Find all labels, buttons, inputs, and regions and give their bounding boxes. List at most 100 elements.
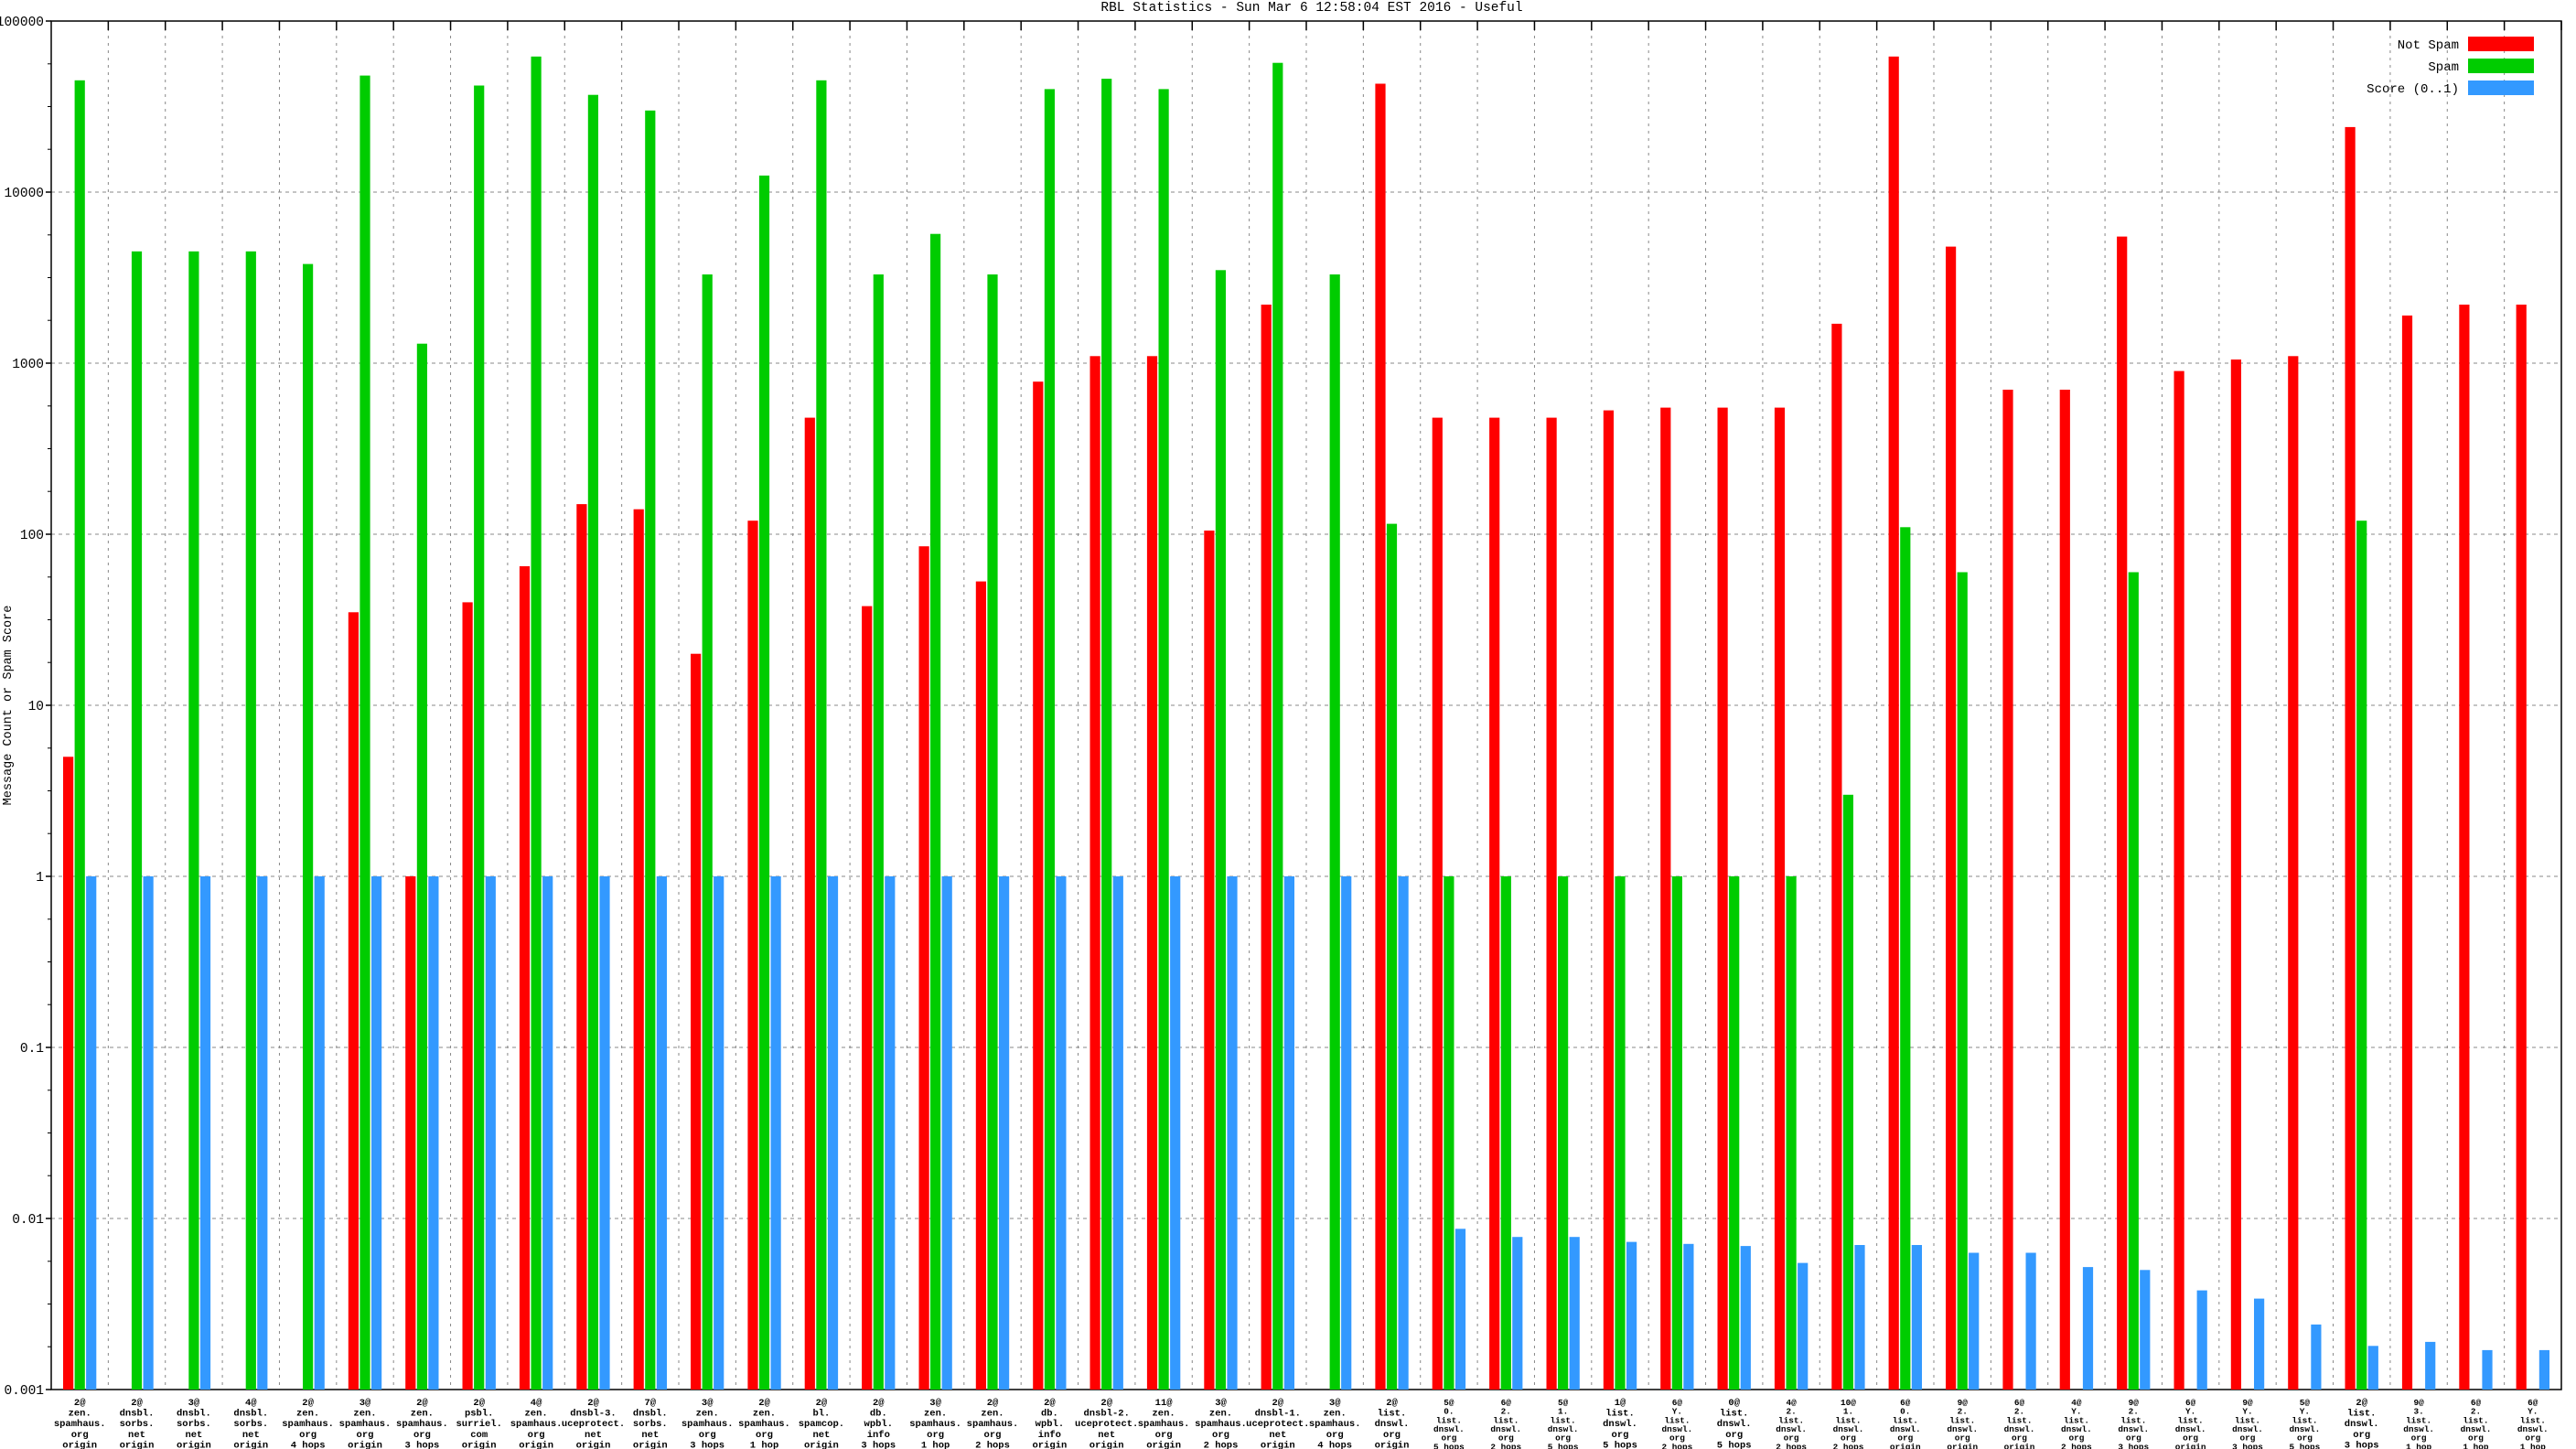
svg-text:origin: origin: [1947, 1442, 1978, 1449]
svg-text:2@: 2@: [873, 1398, 885, 1409]
svg-text:7@: 7@: [644, 1398, 656, 1409]
svg-text:dnsbl-2.: dnsbl-2.: [1083, 1409, 1129, 1420]
svg-text:origin: origin: [1032, 1440, 1067, 1449]
svg-text:11@: 11@: [1155, 1398, 1174, 1409]
svg-text:0@: 0@: [1728, 1398, 1740, 1409]
svg-text:2@: 2@: [987, 1398, 999, 1409]
svg-text:2@: 2@: [1272, 1398, 1283, 1409]
svg-text:org: org: [413, 1430, 431, 1441]
svg-text:org: org: [1155, 1430, 1173, 1441]
svg-text:3@: 3@: [1215, 1398, 1227, 1409]
svg-text:wpbl.: wpbl.: [864, 1419, 894, 1430]
svg-text:2@: 2@: [1044, 1398, 1056, 1409]
svg-text:spamhaus.: spamhaus.: [54, 1419, 106, 1430]
svg-text:5 hops: 5 hops: [1603, 1440, 1637, 1449]
svg-text:origin: origin: [1890, 1442, 1921, 1449]
svg-text:origin: origin: [2004, 1442, 2035, 1449]
svg-text:RBL Statistics - Sun Mar 6 12: RBL Statistics - Sun Mar 6 12:58:04 EST …: [1100, 1, 1522, 16]
svg-text:3@: 3@: [702, 1398, 714, 1409]
svg-text:origin: origin: [1261, 1440, 1295, 1449]
svg-text:zen.: zen.: [1152, 1409, 1175, 1420]
svg-text:1 hop: 1 hop: [921, 1440, 950, 1449]
svg-text:dnsbl.: dnsbl.: [177, 1409, 211, 1420]
svg-text:info: info: [1038, 1430, 1061, 1441]
svg-text:origin: origin: [519, 1440, 553, 1449]
svg-text:3@: 3@: [1329, 1398, 1341, 1409]
svg-text:zen.: zen.: [981, 1409, 1004, 1420]
svg-text:2@: 2@: [2356, 1398, 2367, 1409]
svg-text:db.: db.: [1041, 1409, 1058, 1420]
svg-text:spamhaus.: spamhaus.: [510, 1419, 563, 1430]
svg-text:origin: origin: [1375, 1440, 1410, 1449]
svg-text:2 hops: 2 hops: [1662, 1442, 1693, 1449]
svg-text:origin: origin: [804, 1440, 839, 1449]
svg-text:spamhaus.: spamhaus.: [1138, 1419, 1190, 1430]
svg-text:org: org: [984, 1430, 1002, 1441]
svg-text:org: org: [1326, 1430, 1344, 1441]
svg-text:2@: 2@: [1386, 1398, 1398, 1409]
svg-text:dnswl.: dnswl.: [1717, 1419, 1752, 1430]
svg-text:net: net: [1269, 1430, 1286, 1441]
svg-text:Score (0..1): Score (0..1): [2367, 82, 2459, 97]
svg-text:1 hop: 1 hop: [750, 1440, 779, 1449]
svg-text:sorbs.: sorbs.: [633, 1419, 668, 1430]
svg-text:zen.: zen.: [696, 1409, 719, 1420]
svg-text:zen.: zen.: [69, 1409, 91, 1420]
svg-text:5 hops: 5 hops: [1548, 1442, 1579, 1449]
svg-text:3@: 3@: [360, 1398, 371, 1409]
svg-text:4@: 4@: [531, 1398, 542, 1409]
svg-text:dnsbl.: dnsbl.: [233, 1409, 268, 1420]
svg-text:2@: 2@: [131, 1398, 143, 1409]
svg-text:net: net: [641, 1430, 659, 1441]
svg-text:Message Count or Spam Score: Message Count or Spam Score: [2, 606, 16, 806]
svg-text:uceprotect.: uceprotect.: [1246, 1419, 1309, 1430]
svg-text:origin: origin: [348, 1440, 382, 1449]
svg-text:list.: list.: [2347, 1409, 2377, 1420]
svg-text:bl.: bl.: [812, 1409, 830, 1420]
svg-text:sorbs.: sorbs.: [233, 1419, 268, 1430]
svg-text:origin: origin: [1146, 1440, 1181, 1449]
svg-text:2@: 2@: [816, 1398, 828, 1409]
svg-text:org: org: [1725, 1430, 1743, 1441]
svg-text:org: org: [528, 1430, 545, 1441]
svg-text:sorbs.: sorbs.: [177, 1419, 211, 1430]
svg-text:2 hops: 2 hops: [975, 1440, 1010, 1449]
svg-text:origin: origin: [120, 1440, 155, 1449]
svg-text:2 hops: 2 hops: [1490, 1442, 1521, 1449]
svg-text:2@: 2@: [587, 1398, 599, 1409]
svg-text:2@: 2@: [473, 1398, 485, 1409]
svg-text:100: 100: [20, 529, 44, 543]
svg-text:Spam: Spam: [2428, 60, 2459, 75]
svg-text:2@: 2@: [302, 1398, 314, 1409]
svg-text:spamhaus.: spamhaus.: [682, 1419, 734, 1430]
svg-text:1 hop: 1 hop: [2520, 1442, 2547, 1449]
svg-text:1 hop: 1 hop: [2406, 1442, 2432, 1449]
svg-text:1: 1: [36, 871, 44, 886]
svg-text:sorbs.: sorbs.: [120, 1419, 155, 1430]
svg-text:spamhaus.: spamhaus.: [967, 1419, 1019, 1430]
svg-text:2@: 2@: [74, 1398, 86, 1409]
svg-text:origin: origin: [1089, 1440, 1124, 1449]
svg-text:net: net: [585, 1430, 602, 1441]
svg-text:zen.: zen.: [1324, 1409, 1347, 1420]
svg-text:2@: 2@: [416, 1398, 428, 1409]
svg-text:org: org: [1612, 1430, 1629, 1441]
svg-text:org: org: [1383, 1430, 1401, 1441]
svg-text:com: com: [470, 1430, 488, 1441]
svg-text:org: org: [1212, 1430, 1229, 1441]
svg-text:list.: list.: [1605, 1409, 1635, 1420]
svg-text:zen.: zen.: [411, 1409, 434, 1420]
svg-text:dnswl.: dnswl.: [1375, 1419, 1410, 1430]
svg-text:3 hops: 3 hops: [861, 1440, 896, 1449]
svg-text:list.: list.: [1720, 1409, 1749, 1420]
svg-text:org: org: [2353, 1430, 2370, 1441]
svg-text:2 hops: 2 hops: [2061, 1442, 2092, 1449]
svg-text:list.: list.: [1378, 1409, 1407, 1420]
svg-text:net: net: [128, 1430, 145, 1441]
svg-text:Not Spam: Not Spam: [2398, 38, 2459, 53]
svg-text:dnswl.: dnswl.: [2345, 1419, 2379, 1430]
svg-text:net: net: [812, 1430, 830, 1441]
svg-text:info: info: [867, 1430, 890, 1441]
svg-text:5 hops: 5 hops: [2290, 1442, 2321, 1449]
svg-text:spamhaus.: spamhaus.: [339, 1419, 392, 1430]
